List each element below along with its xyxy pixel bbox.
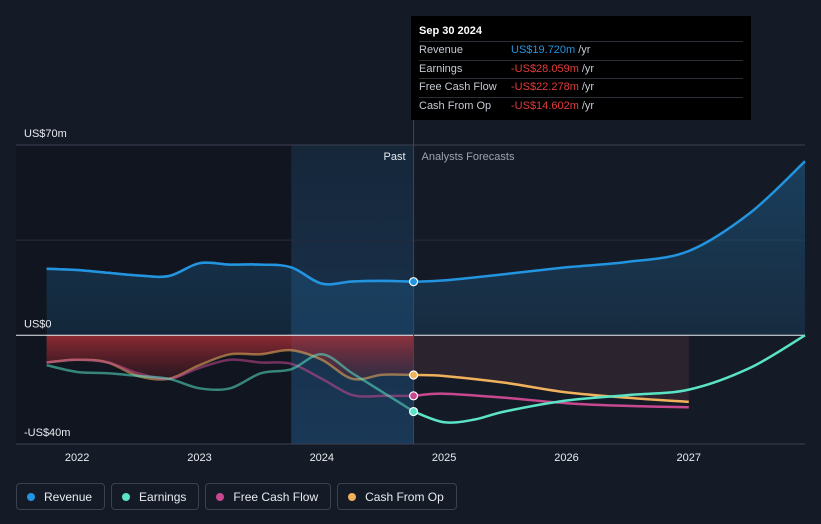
y-tick-label: -US$40m bbox=[24, 427, 70, 439]
tooltip-unit: /yr bbox=[581, 81, 595, 93]
legend-item-cash-from-op[interactable]: Cash From Op bbox=[337, 483, 457, 510]
x-tick-label: 2023 bbox=[187, 452, 211, 464]
y-tick-label: US$0 bbox=[24, 318, 52, 330]
tooltip-row-free-cash-flow: Free Cash Flow -US$22.278m /yr bbox=[419, 78, 743, 97]
legend-label: Free Cash Flow bbox=[233, 489, 319, 504]
series-line-free-cash-flow-past bbox=[46, 358, 414, 398]
y-tick-label: US$70m bbox=[24, 128, 67, 140]
x-tick-label: 2022 bbox=[65, 452, 89, 464]
tooltip-label: Cash From Op bbox=[419, 99, 492, 112]
tooltip-unit: /yr bbox=[578, 44, 591, 56]
x-tick-label: 2026 bbox=[554, 452, 578, 464]
tooltip-value: -US$22.278m bbox=[511, 81, 579, 93]
tooltip-row-cash-from-op: Cash From Op -US$14.602m /yr bbox=[419, 96, 743, 116]
legend-dot-icon bbox=[216, 492, 225, 501]
legend-dot-icon bbox=[122, 492, 131, 501]
series-line-cash-from-op-forecast bbox=[413, 373, 689, 404]
series-line-earnings-past bbox=[46, 353, 415, 413]
legend-label: Cash From Op bbox=[365, 489, 444, 504]
tooltip: Sep 30 2024 Revenue US$19.720m /yr Earni… bbox=[411, 16, 751, 120]
series-line-revenue-past-bright bbox=[46, 261, 414, 286]
tooltip-row-revenue: Revenue US$19.720m /yr bbox=[419, 41, 743, 60]
tooltip-value: -US$28.059m bbox=[511, 62, 579, 75]
legend-label: Earnings bbox=[139, 489, 187, 504]
series-line-free-cash-flow-forecast bbox=[413, 392, 689, 409]
tooltip-value: -US$14.602m bbox=[511, 99, 579, 112]
tooltip-date: Sep 30 2024 bbox=[419, 25, 482, 37]
tooltip-label: Earnings bbox=[419, 62, 463, 75]
legend: Revenue Earnings Free Cash Flow Cash Fro… bbox=[16, 483, 457, 510]
x-tick-label: 2024 bbox=[310, 452, 334, 464]
series-line-revenue-forecast bbox=[413, 160, 806, 283]
legend-label: Revenue bbox=[44, 489, 93, 504]
past-label: Past bbox=[384, 151, 406, 163]
tooltip-label: Free Cash Flow bbox=[419, 81, 497, 93]
marker-cash-from-op bbox=[408, 370, 419, 380]
x-tick-label: 2025 bbox=[432, 452, 456, 464]
marker-free-cash-flow bbox=[408, 391, 419, 401]
legend-item-free-cash-flow[interactable]: Free Cash Flow bbox=[205, 483, 332, 510]
tooltip-label: Revenue bbox=[419, 44, 464, 56]
legend-item-earnings[interactable]: Earnings bbox=[111, 483, 200, 510]
legend-dot-icon bbox=[348, 492, 357, 501]
legend-dot-icon bbox=[27, 492, 35, 501]
revenue-area bbox=[46, 161, 806, 336]
tooltip-value: US$19.720m bbox=[511, 44, 576, 56]
series-line-earnings-forecast bbox=[413, 334, 806, 424]
loss-area-forecast bbox=[413, 335, 689, 402]
x-tick-label: 2027 bbox=[677, 452, 701, 464]
forecast-label: Analysts Forecasts bbox=[422, 151, 515, 163]
tooltip-row-earnings: Earnings -US$28.059m /yr bbox=[419, 59, 743, 79]
marker-revenue bbox=[408, 277, 419, 287]
marker-earnings bbox=[408, 406, 419, 417]
tooltip-unit: /yr bbox=[581, 99, 595, 112]
loss-area-past bbox=[46, 335, 414, 380]
legend-item-revenue[interactable]: Revenue bbox=[16, 483, 106, 510]
tooltip-unit: /yr bbox=[581, 62, 595, 75]
